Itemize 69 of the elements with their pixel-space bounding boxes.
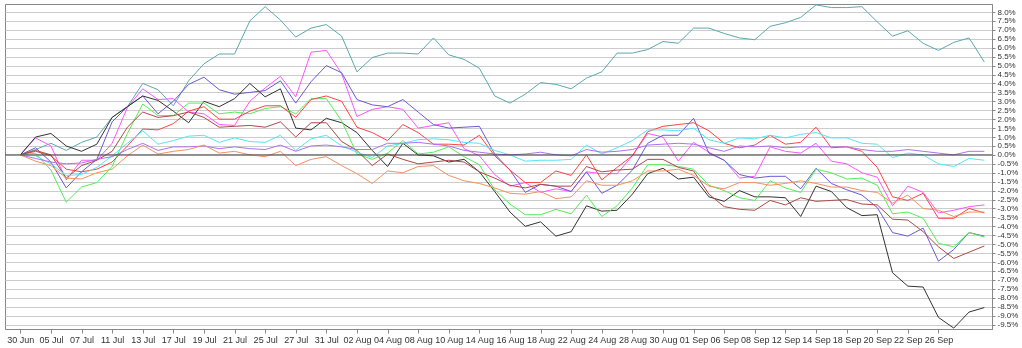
x-tick-label: 02 Aug	[343, 334, 372, 345]
y-tick-label: -3.0%	[997, 203, 1019, 213]
x-tick-label: 11 Jul	[100, 334, 125, 345]
x-tick-label: 30 Jun	[7, 334, 35, 345]
y-tick-label: -7.0%	[997, 275, 1019, 285]
x-tick-label: 08 Aug	[404, 334, 433, 345]
y-tick-label: -8.5%	[997, 302, 1019, 312]
y-tick-label: 8.0%	[997, 7, 1016, 17]
x-tick-label: 17 Jul	[161, 334, 186, 345]
y-tick-label: -3.5%	[997, 212, 1019, 222]
y-tick-label: -4.0%	[997, 221, 1019, 231]
x-tick-label: 16 Aug	[496, 334, 525, 345]
x-tick-label: 31 Jul	[314, 334, 339, 345]
y-tick-label: -2.0%	[997, 186, 1019, 196]
x-tick-label: 27 Jul	[284, 334, 309, 345]
x-tick-label: 20 Sep	[863, 334, 892, 345]
y-tick-label: -2.5%	[997, 195, 1019, 205]
y-tick-label: -9.0%	[997, 311, 1019, 321]
x-tick-label: 25 Jul	[253, 334, 278, 345]
y-tick-label: 7.0%	[997, 25, 1016, 35]
y-tick-label: 1.5%	[997, 123, 1016, 133]
x-tick-label: 07 Jul	[70, 334, 95, 345]
x-tick-label: 28 Aug	[618, 334, 647, 345]
x-tick-label: 22 Aug	[557, 334, 586, 345]
y-tick-label: -1.5%	[997, 177, 1019, 187]
x-tick-label: 10 Aug	[435, 334, 464, 345]
y-tick-label: 2.0%	[997, 114, 1016, 124]
y-tick-label: -4.5%	[997, 230, 1019, 240]
y-tick-label: -6.5%	[997, 266, 1019, 276]
y-tick-label: 1.0%	[997, 132, 1016, 142]
y-tick-label: 5.5%	[997, 52, 1016, 62]
x-tick-label: 04 Aug	[374, 334, 403, 345]
y-tick-label: -0.5%	[997, 159, 1019, 169]
x-tick-label: 24 Aug	[588, 334, 617, 345]
x-tick-label: 14 Sep	[802, 334, 831, 345]
y-tick-label: 0.0%	[997, 150, 1016, 160]
y-tick-label: 4.0%	[997, 78, 1016, 88]
x-tick-label: 22 Sep	[894, 334, 923, 345]
y-tick-label: -8.0%	[997, 293, 1019, 303]
x-tick-label: 18 Sep	[832, 334, 862, 345]
y-tick-label: 0.5%	[997, 141, 1016, 151]
x-tick-label: 30 Aug	[649, 334, 678, 345]
y-tick-label: 6.5%	[997, 34, 1016, 44]
x-tick-label: 14 Aug	[465, 334, 494, 345]
x-tick-label: 01 Sep	[679, 334, 709, 345]
x-tick-label: 12 Sep	[771, 334, 801, 345]
x-tick-label: 19 Jul	[192, 334, 217, 345]
x-tick-label: 13 Jul	[131, 334, 156, 345]
x-tick-label: 26 Sep	[924, 334, 954, 345]
x-tick-label: 05 Jul	[39, 334, 64, 345]
x-tick-label: 06 Sep	[710, 334, 739, 345]
y-tick-label: 4.5%	[997, 70, 1016, 80]
y-tick-label: -5.0%	[997, 239, 1019, 249]
line-series	[19, 82, 985, 329]
x-tick-label: 08 Sep	[741, 334, 770, 345]
y-tick-label: -7.5%	[997, 284, 1019, 294]
line-series	[19, 65, 985, 262]
y-tick-label: -9.5%	[997, 320, 1019, 330]
y-tick-label: 3.5%	[997, 87, 1016, 97]
y-tick-label: 7.5%	[997, 16, 1016, 26]
y-tick-label: -6.0%	[997, 257, 1019, 267]
y-tick-label: 5.0%	[997, 61, 1016, 71]
x-tick-label: 18 Aug	[527, 334, 556, 345]
y-tick-label: 6.0%	[997, 43, 1016, 53]
y-tick-label: 3.0%	[997, 96, 1016, 106]
x-tick-label: 21 Jul	[223, 334, 248, 345]
y-tick-label: 2.5%	[997, 105, 1016, 115]
y-tick-label: -5.5%	[997, 248, 1019, 258]
y-tick-label: -1.0%	[997, 168, 1019, 178]
